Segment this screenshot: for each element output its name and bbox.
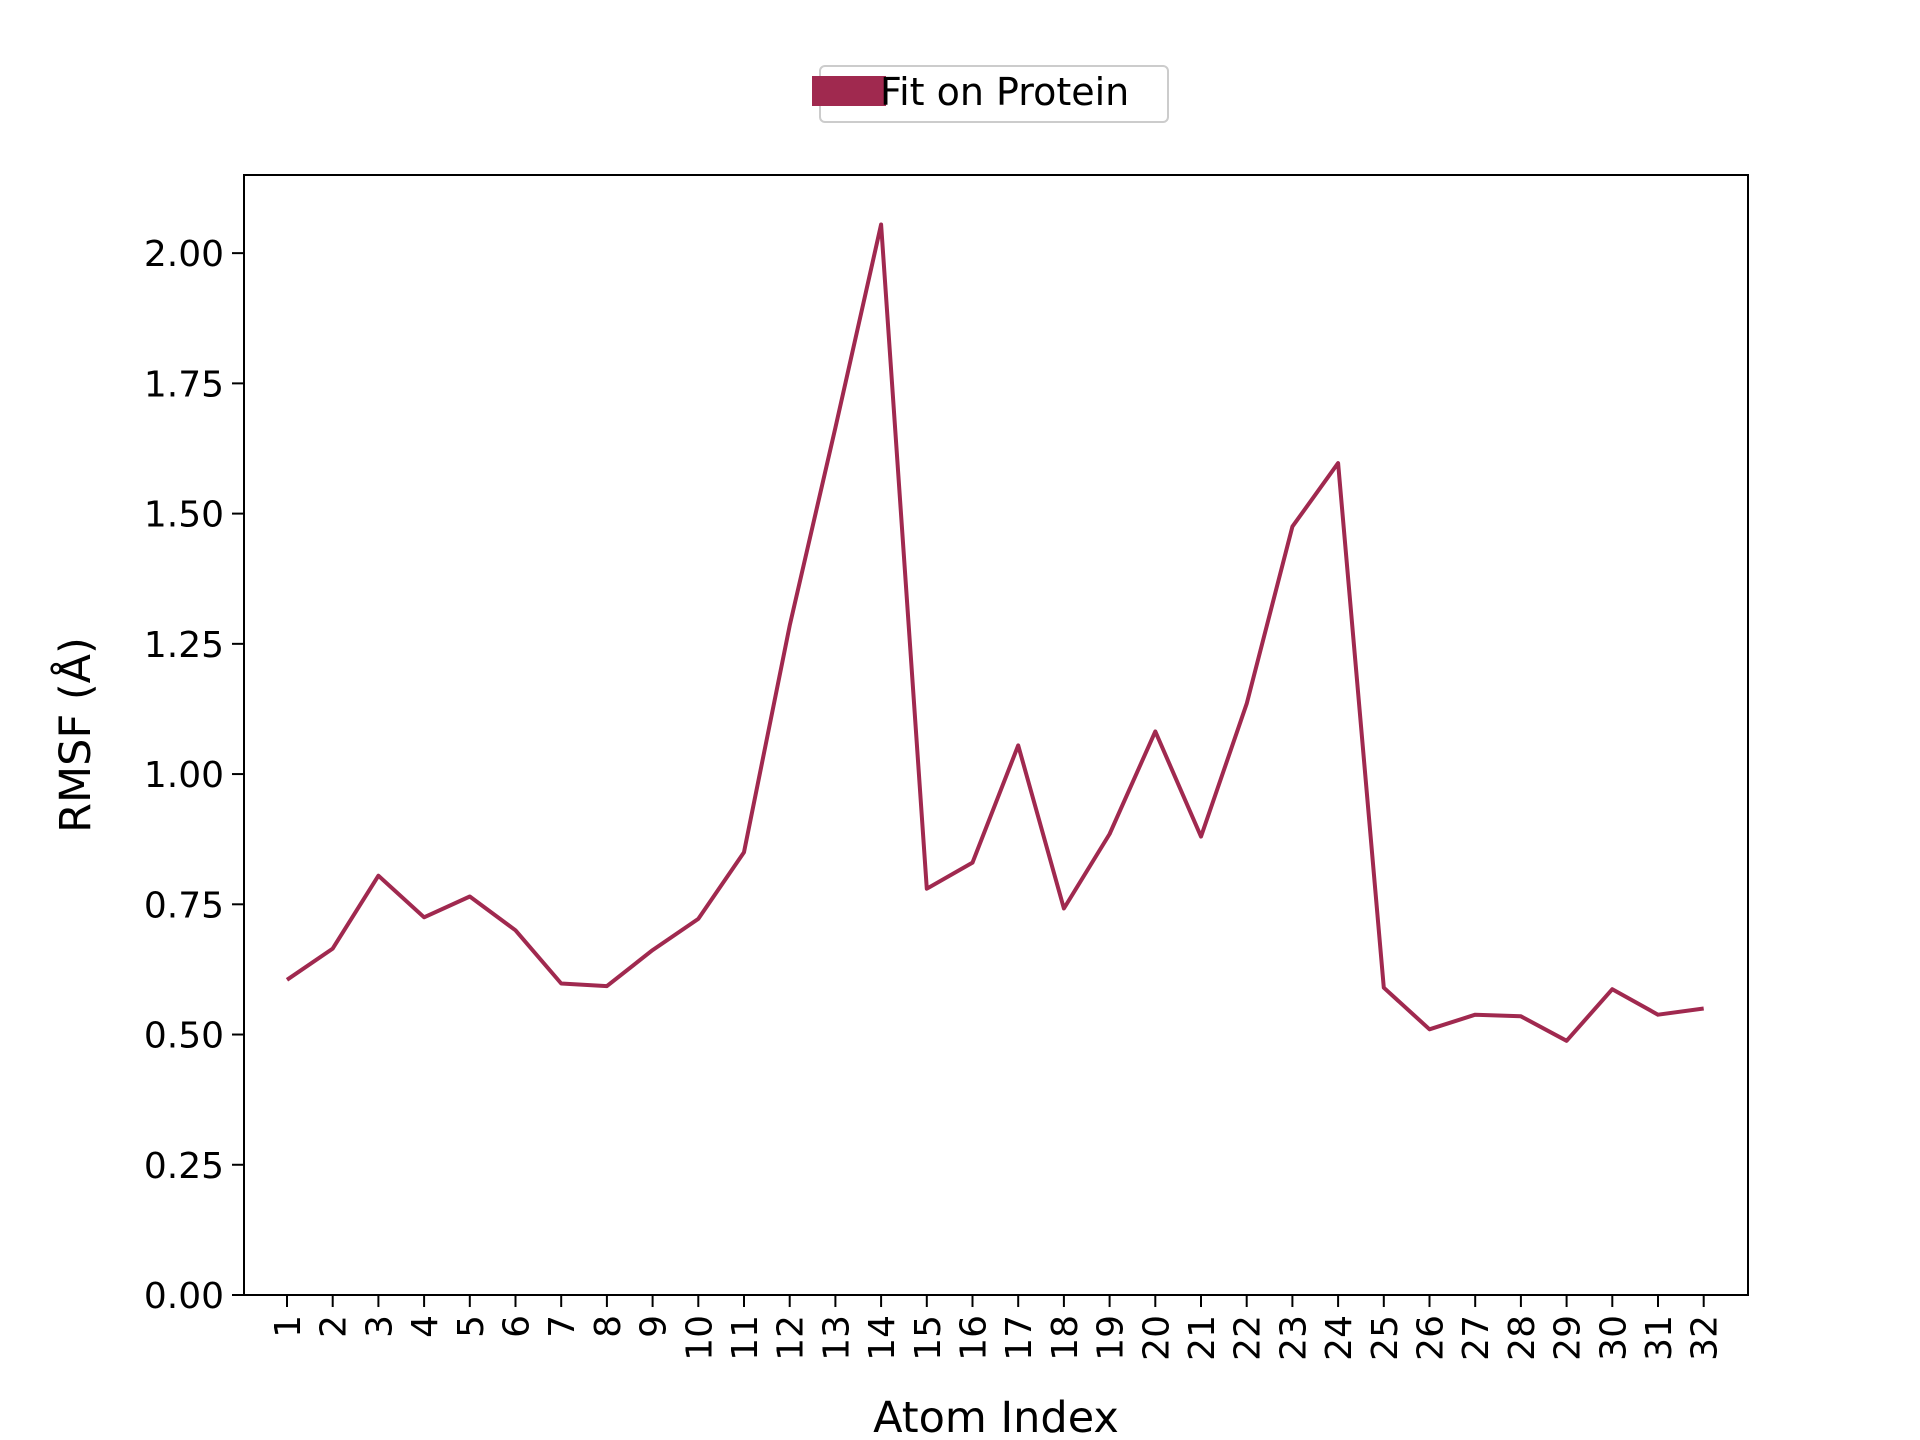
y-tick-label: 0.50	[144, 1016, 224, 1057]
x-tick-label: 3	[359, 1315, 400, 1338]
x-tick-label: 8	[588, 1315, 629, 1338]
legend-swatch	[812, 76, 886, 106]
x-tick-label: 12	[771, 1315, 812, 1361]
y-tick-label: 0.25	[144, 1146, 224, 1187]
x-tick-label: 6	[497, 1315, 538, 1338]
x-tick-label: 27	[1456, 1315, 1497, 1361]
x-tick-label: 2	[314, 1315, 355, 1338]
x-tick-label: 16	[954, 1315, 995, 1361]
y-tick-label: 1.75	[144, 364, 224, 405]
y-tick-label: 0.75	[144, 885, 224, 926]
x-tick-label: 26	[1411, 1315, 1452, 1361]
x-tick-label: 31	[1639, 1315, 1680, 1361]
x-tick-label: 1	[268, 1315, 309, 1338]
plot-frame	[243, 174, 1749, 1296]
x-tick-label: 9	[634, 1315, 675, 1338]
y-axis-title: RMSF (Å)	[50, 637, 101, 833]
x-tick-label: 5	[451, 1315, 492, 1338]
x-tick-label: 19	[1091, 1315, 1132, 1361]
x-tick-label: 28	[1502, 1315, 1543, 1361]
legend-label: Fit on Protein	[880, 70, 1129, 114]
legend: Fit on Protein	[812, 65, 1169, 123]
x-tick-label: 24	[1319, 1315, 1360, 1361]
y-tick-label: 1.50	[144, 495, 224, 536]
x-tick-label: 23	[1273, 1315, 1314, 1361]
x-tick-label: 29	[1548, 1315, 1589, 1361]
x-tick-label: 7	[542, 1315, 583, 1338]
x-tick-label: 25	[1365, 1315, 1406, 1361]
y-tick-label: 0.00	[144, 1276, 224, 1317]
x-tick-label: 4	[405, 1315, 446, 1338]
x-tick-label: 20	[1136, 1315, 1177, 1361]
series-line-fit-on-protein	[285, 222, 1704, 1043]
x-tick-label: 22	[1228, 1315, 1269, 1361]
y-axis: 0.00 0.25 0.50 0.75 1.00 1.25 1.50 1.75 2.00	[144, 234, 244, 1317]
x-tick-label: 14	[862, 1315, 903, 1361]
x-tick-label: 18	[1045, 1315, 1086, 1361]
y-tick-label: 1.25	[144, 625, 224, 666]
x-axis: 1 2 3 4 5 6 7 8 9 10 11 12 13 14 15 16 17 18 19 20 21 22 23 24 2…	[268, 1295, 1726, 1361]
x-tick-label: 11	[725, 1315, 766, 1361]
plot-area	[244, 175, 1748, 1295]
x-tick-label: 13	[816, 1315, 857, 1361]
y-tick-label: 2.00	[144, 234, 224, 275]
x-tick-label: 21	[1182, 1315, 1223, 1361]
x-tick-label: 17	[999, 1315, 1040, 1361]
x-tick-label: 15	[908, 1315, 949, 1361]
x-tick-label: 10	[679, 1315, 720, 1361]
x-tick-label: 30	[1593, 1315, 1634, 1361]
x-axis-title: Atom Index	[873, 1393, 1119, 1440]
y-tick-label: 1.00	[144, 755, 224, 796]
x-tick-label: 32	[1685, 1315, 1726, 1361]
